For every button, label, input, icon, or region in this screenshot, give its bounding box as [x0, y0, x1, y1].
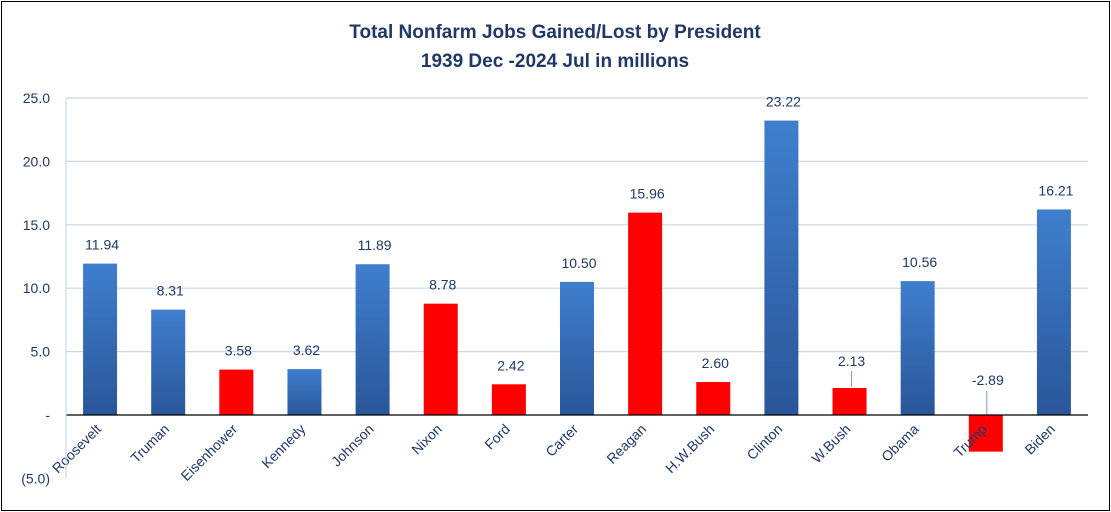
- bar-biden: [1036, 209, 1071, 415]
- bar-eisenhower: [219, 369, 254, 415]
- y-axis-ticks: 25.0 20.0 15.0 10.0 5.0 - (5.0): [21, 90, 50, 486]
- x-tick-label: Reagan: [603, 421, 649, 467]
- data-label: 16.21: [1038, 182, 1073, 198]
- bar-wbush: [832, 387, 867, 415]
- data-label: 15.96: [630, 186, 665, 202]
- x-tick-label: Johnson: [328, 421, 377, 470]
- y-tick-label: (5.0): [21, 470, 50, 486]
- x-tick-label: Carter: [542, 421, 581, 460]
- y-tick-label: 5.0: [31, 344, 51, 360]
- bars: [83, 120, 1071, 452]
- x-tick-label: Nixon: [408, 421, 445, 458]
- chart-subtitle: 1939 Dec -2024 Jul in millions: [421, 51, 689, 72]
- x-tick-label: Roosevelt: [49, 421, 104, 476]
- x-axis-ticks: Roosevelt Truman Eisenhower Kennedy Johnson N…: [49, 421, 1058, 484]
- y-tick-label: 25.0: [23, 90, 50, 106]
- data-label: 3.62: [293, 342, 320, 358]
- bar-clinton: [764, 120, 799, 415]
- y-tick-label: 15.0: [23, 217, 50, 233]
- y-tick-label: 10.0: [23, 280, 50, 296]
- x-tick-label: H.W.Bush: [662, 421, 717, 476]
- data-label: 23.22: [766, 94, 801, 110]
- data-label: 10.50: [561, 255, 596, 271]
- x-tick-label: Truman: [127, 421, 172, 466]
- data-label: 11.94: [85, 237, 119, 253]
- bar-roosevelt: [83, 263, 118, 415]
- data-labels: 11.94 8.31 3.58 3.62 11.89 8.78 2.42 10.50 15.96…: [85, 94, 1074, 417]
- bar-obama: [900, 281, 935, 415]
- bar-trump: [968, 415, 1003, 452]
- data-label: 3.58: [225, 343, 252, 359]
- data-label: 10.56: [902, 254, 937, 270]
- chart-title: Total Nonfarm Jobs Gained/Lost by Presid…: [349, 22, 761, 43]
- x-tick-label: Clinton: [743, 421, 785, 463]
- data-label: -2.89: [972, 372, 1004, 388]
- x-tick-label: W.Bush: [808, 421, 853, 466]
- data-label: 2.60: [702, 355, 729, 371]
- y-tick-label: -: [45, 407, 50, 423]
- bar-carter: [560, 281, 594, 415]
- data-label: 2.42: [497, 357, 524, 373]
- x-tick-label: Ford: [481, 421, 513, 453]
- y-tick-label: 20.0: [23, 153, 50, 169]
- data-label: 2.13: [838, 353, 865, 369]
- bar-nixon: [423, 303, 458, 415]
- bar-hwbush: [696, 382, 731, 415]
- x-tick-label: Obama: [878, 421, 922, 465]
- x-tick-label: Kennedy: [258, 421, 308, 471]
- bar-ford: [491, 384, 526, 415]
- data-label: 8.31: [157, 283, 184, 299]
- bar-johnson: [355, 264, 390, 415]
- data-label: 8.78: [429, 277, 456, 293]
- bar-truman: [151, 309, 186, 415]
- bar-reagan: [628, 212, 663, 415]
- data-label: 11.89: [358, 237, 392, 253]
- x-tick-label: Biden: [1021, 421, 1058, 458]
- x-tick-label: Eisenhower: [177, 421, 240, 484]
- bar-kennedy: [287, 369, 322, 415]
